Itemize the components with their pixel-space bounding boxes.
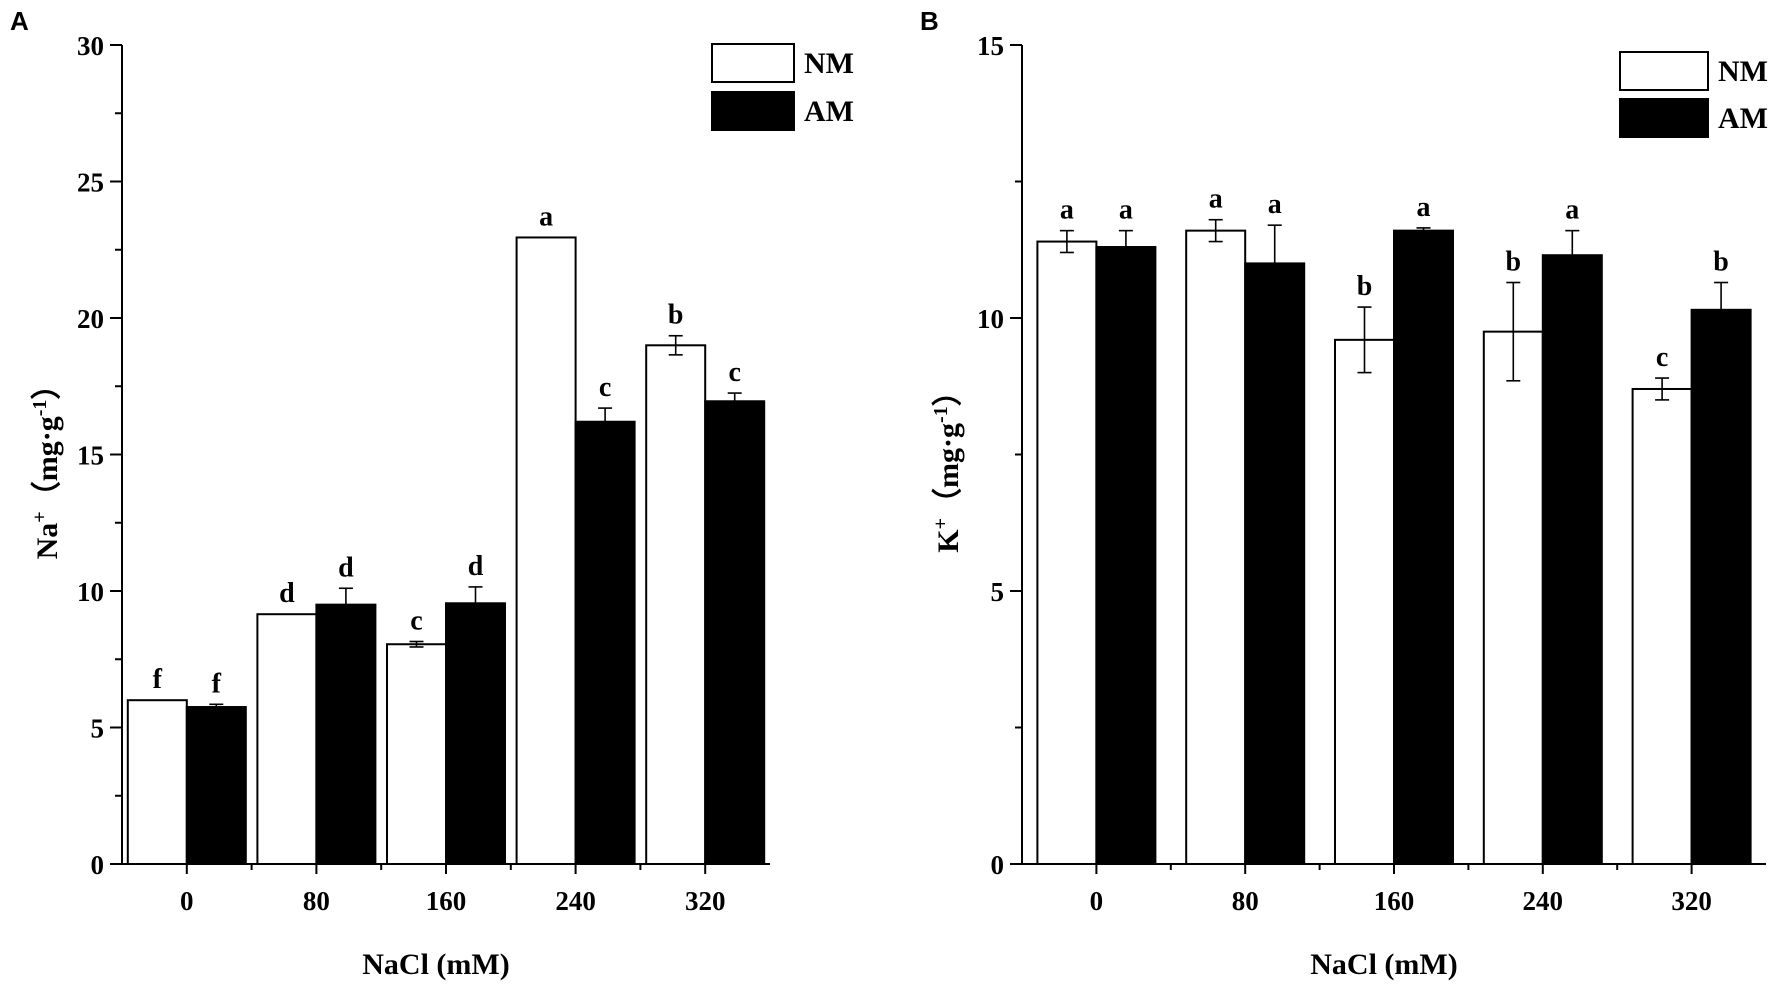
y-axis-label-unit-close: ） <box>30 370 64 400</box>
x-tick-label: 320 <box>685 886 726 916</box>
x-axis-label: NaCl (mM) <box>362 948 509 981</box>
significance-letter: a <box>1565 195 1579 226</box>
significance-letter: d <box>279 578 295 609</box>
x-tick-label: 0 <box>1090 886 1104 916</box>
y-tick-label: 0 <box>91 850 105 880</box>
x-tick-label: 80 <box>303 886 330 916</box>
y-axis-label-unit-close: ） <box>931 376 965 406</box>
bar-nm-0 <box>126 699 188 866</box>
y-axis-label-unit-sup: -1 <box>29 400 51 417</box>
bar-am-160 <box>445 602 506 865</box>
significance-letter: c <box>410 606 422 637</box>
significance-letter: d <box>468 551 484 582</box>
bar-am-240 <box>574 420 636 865</box>
x-tick-label: 0 <box>180 886 194 916</box>
bar-nm-240 <box>515 236 577 865</box>
significance-letter: a <box>1060 195 1074 226</box>
bar-am-160 <box>1393 229 1454 865</box>
bar-nm-160 <box>1334 338 1395 865</box>
bar-am-320 <box>704 400 766 865</box>
x-tick-label: 240 <box>1523 886 1564 916</box>
chart-panel-b: Ba a b b c a a a a b 0 5 10 15 0 80 160 240 320 NaCl (mM) K+… <box>920 6 1768 981</box>
significance-letter: b <box>1713 247 1729 278</box>
x-tick-label: 160 <box>426 886 467 916</box>
y-tick-label: 10 <box>977 304 1004 334</box>
y-axis-label-base: K <box>932 529 965 553</box>
x-tick-label: 80 <box>1232 886 1259 916</box>
bar-nm-240 <box>1482 330 1544 865</box>
y-tick-label: 5 <box>91 714 105 744</box>
significance-letter: b <box>668 300 684 331</box>
x-tick-label: 320 <box>1671 886 1712 916</box>
legend-label-nm: NM <box>1718 55 1768 88</box>
bar-am-0 <box>185 706 247 866</box>
bar-am-80 <box>315 603 377 866</box>
legend-label-am: AM <box>804 95 854 128</box>
significance-letter: b <box>1506 247 1522 278</box>
bar-nm-0 <box>1036 240 1098 865</box>
significance-letter: d <box>338 552 354 583</box>
bar-nm-160 <box>386 643 447 865</box>
y-axis-label: K+（mg·g-1） <box>930 376 965 552</box>
panel-label: B <box>920 6 939 36</box>
significance-letter: b <box>1357 271 1373 302</box>
significance-letter: f <box>212 668 222 699</box>
legend-swatch-am <box>711 91 795 131</box>
y-axis-label-sup: + <box>29 511 51 522</box>
panel-label: A <box>10 6 29 36</box>
legend-swatch-nm <box>711 43 795 83</box>
significance-letter: a <box>1119 195 1133 226</box>
y-axis-label: Na+（mg·g-1） <box>29 370 64 560</box>
significance-letter: c <box>728 357 740 388</box>
y-tick-label: 0 <box>991 850 1005 880</box>
y-axis-label-unit-open: （mg·g <box>931 423 965 518</box>
significance-letter: a <box>1209 184 1223 215</box>
bar-nm-80 <box>256 613 318 866</box>
bar-nm-320 <box>1631 387 1693 865</box>
bar-am-80 <box>1244 262 1306 865</box>
y-axis-label-unit-open: （mg·g <box>30 416 64 511</box>
significance-letter: a <box>539 201 553 232</box>
x-tick-label: 160 <box>1374 886 1415 916</box>
bar-am-240 <box>1541 254 1603 865</box>
bar-am-0 <box>1095 246 1157 865</box>
y-axis-label-unit-sup: -1 <box>930 406 952 423</box>
significance-letter: a <box>1417 192 1431 223</box>
y-tick-label: 20 <box>77 304 104 334</box>
x-tick-label: 240 <box>555 886 596 916</box>
y-tick-label: 15 <box>77 441 104 471</box>
legend-label-nm: NM <box>804 47 854 80</box>
y-tick-label: 10 <box>77 577 104 607</box>
significance-letter: a <box>1268 189 1282 220</box>
legend-swatch-am <box>1619 98 1709 138</box>
y-axis-label-base: Na <box>31 523 64 560</box>
x-axis-label: NaCl (mM) <box>1310 948 1457 981</box>
legend-swatch-nm <box>1619 51 1709 91</box>
y-tick-label: 25 <box>77 168 104 198</box>
significance-letter: c <box>599 372 611 403</box>
bar-am-320 <box>1690 308 1752 865</box>
bar-nm-320 <box>645 344 707 865</box>
significance-letter: f <box>153 664 163 695</box>
chart-panel-a: Af d c a b f d d c c 0 5 10 15 20 25 30 0 80 160 240 320 NaCl … <box>10 6 854 981</box>
y-axis-label-sup: + <box>930 518 952 529</box>
y-tick-label: 5 <box>991 577 1005 607</box>
legend-label-am: AM <box>1718 102 1768 135</box>
y-tick-label: 30 <box>77 31 104 61</box>
y-tick-label: 15 <box>977 31 1004 61</box>
bar-nm-80 <box>1185 229 1247 865</box>
significance-letter: c <box>1656 342 1668 373</box>
